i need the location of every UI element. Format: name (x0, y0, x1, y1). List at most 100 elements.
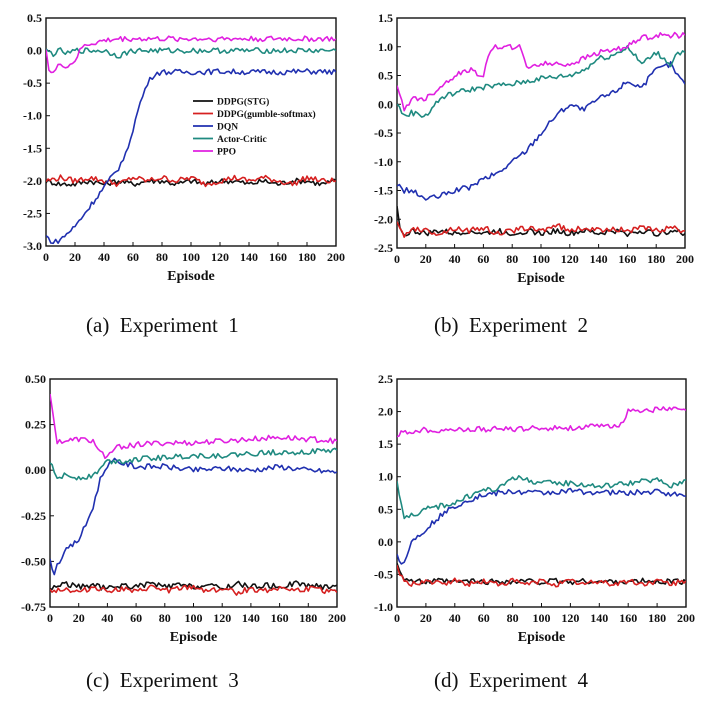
y-tick-label: -0.50 (21, 554, 46, 568)
series-line-actor-critic (46, 47, 336, 59)
y-tick-label: 1.0 (378, 40, 393, 54)
y-tick-label: -2.5 (23, 206, 42, 220)
y-tick-label: -0.25 (21, 509, 46, 523)
y-tick-label: -1.5 (374, 184, 393, 198)
x-tick-label: 20 (420, 611, 432, 625)
legend-entry-ddpg-gumble-softmax: DDPG(gumble-softmax) (217, 109, 316, 120)
x-tick-label: 80 (506, 252, 518, 266)
x-tick-label: 140 (240, 250, 258, 264)
x-tick-label: 40 (449, 252, 461, 266)
y-tick-label: 0.0 (378, 97, 393, 111)
y-tick-label: 2.0 (378, 405, 393, 419)
x-tick-label: 180 (648, 611, 666, 625)
x-axis-title: Episode (170, 630, 217, 645)
x-tick-label: 160 (619, 611, 637, 625)
series-line-ddpg-stg (397, 563, 686, 586)
series-line-ddpg-stg (50, 580, 337, 591)
series-line-ddpg-gumble-softmax (46, 174, 336, 188)
chart-panel-experiment-1: 0 20 40 60 80 100 120 140 160 180 200 0.5 0.0 -0.5 -1.… (23, 11, 345, 284)
y-tick-label: -1.0 (374, 155, 393, 169)
x-tick-label: 120 (213, 611, 231, 625)
x-tick-label: 40 (98, 250, 110, 264)
y-tick-label: 1.5 (378, 437, 393, 451)
chart-panel-experiment-4: 0 20 40 60 80 100 120 140 160 180 200 2.5 2.0 1.5 1.0 0… (374, 372, 695, 645)
x-tick-label: 200 (328, 611, 346, 625)
x-tick-label: 0 (394, 252, 400, 266)
y-tick-label: 0.25 (25, 418, 46, 432)
caption-experiment-4: (d) Experiment 4 (434, 668, 588, 692)
series-line-ppo (46, 35, 336, 74)
x-tick-label: 80 (507, 611, 519, 625)
x-tick-label: 0 (394, 611, 400, 625)
series-line-ppo (50, 393, 337, 460)
y-tick-label: -0.75 (21, 600, 46, 614)
y-tick-label: 0.5 (27, 11, 42, 25)
y-tick-label: 0.00 (25, 463, 46, 477)
series-line-dqn (397, 61, 685, 201)
plot-frame (49, 378, 338, 608)
y-tick-label: -2.0 (23, 174, 42, 188)
y-tick-label: -1.5 (23, 141, 42, 155)
series-line-actor-critic (50, 447, 337, 481)
y-tick-label: -0.5 (23, 76, 42, 90)
y-tick-label: 2.5 (378, 372, 393, 386)
x-axis-title: Episode (518, 630, 565, 645)
series-line-actor-critic (397, 45, 685, 118)
y-tick-label: 1.0 (378, 470, 393, 484)
y-tick-label: -2.5 (374, 241, 393, 255)
chart-panel-experiment-2: 0 20 40 60 80 100 120 140 160 180 200 1.5 1.0 0.5 0.0 -… (374, 11, 694, 286)
y-tick-label: -3.0 (23, 239, 42, 253)
x-tick-label: 100 (533, 611, 551, 625)
x-tick-label: 0 (47, 611, 53, 625)
x-tick-label: 100 (532, 252, 550, 266)
series-line-ddpg-gumble-softmax (397, 221, 685, 238)
y-tick-label: 0.50 (25, 372, 46, 386)
series-line-ppo (397, 406, 686, 438)
x-axis-title: Episode (167, 269, 214, 284)
x-tick-label: 100 (185, 611, 203, 625)
x-axis-title: Episode (517, 271, 564, 286)
x-tick-label: 200 (676, 252, 694, 266)
x-tick-label: 20 (420, 252, 432, 266)
legend-entry-ppo: PPO (217, 148, 236, 158)
x-tick-label: 60 (130, 611, 142, 625)
x-tick-label: 120 (561, 252, 579, 266)
caption-experiment-1: (a) Experiment 1 (86, 313, 239, 337)
x-tick-label: 200 (327, 250, 345, 264)
y-tick-label: 0.0 (378, 535, 393, 549)
series-line-ppo (397, 31, 685, 112)
caption-experiment-2: (b) Experiment 2 (434, 313, 588, 337)
x-tick-label: 40 (101, 611, 113, 625)
chart-panel-experiment-3: 0 20 40 60 80 100 120 140 160 180 200 0.50 0.25 0.00 -… (21, 372, 346, 645)
x-tick-label: 180 (299, 611, 317, 625)
x-tick-label: 60 (477, 252, 489, 266)
y-tick-label: -0.5 (374, 126, 393, 140)
x-tick-label: 140 (242, 611, 260, 625)
x-tick-label: 80 (156, 250, 168, 264)
series-line-ddpg-gumble-softmax (397, 565, 686, 588)
x-tick-label: 100 (182, 250, 200, 264)
x-tick-label: 200 (677, 611, 695, 625)
x-tick-label: 160 (269, 250, 287, 264)
plot-frame (396, 17, 686, 249)
x-tick-label: 0 (43, 250, 49, 264)
y-tick-label: 0.5 (378, 502, 393, 516)
series-line-ddpg-gumble-softmax (50, 584, 337, 596)
x-tick-label: 180 (298, 250, 316, 264)
y-tick-label: 0.5 (378, 69, 393, 83)
legend-entry-actor-critic: Actor-Critic (217, 135, 267, 145)
y-tick-label: -2.0 (374, 212, 393, 226)
y-tick-label: -0.5 (374, 567, 393, 581)
series-line-ddpg-stg (397, 205, 685, 238)
x-tick-label: 20 (69, 250, 81, 264)
y-tick-label: 1.5 (378, 11, 393, 25)
legend-entry-dqn: DQN (217, 123, 238, 133)
x-tick-label: 60 (127, 250, 139, 264)
x-tick-label: 60 (478, 611, 490, 625)
x-tick-label: 40 (449, 611, 461, 625)
x-tick-label: 160 (271, 611, 289, 625)
x-tick-label: 120 (211, 250, 229, 264)
x-tick-label: 120 (561, 611, 579, 625)
x-tick-label: 160 (618, 252, 636, 266)
